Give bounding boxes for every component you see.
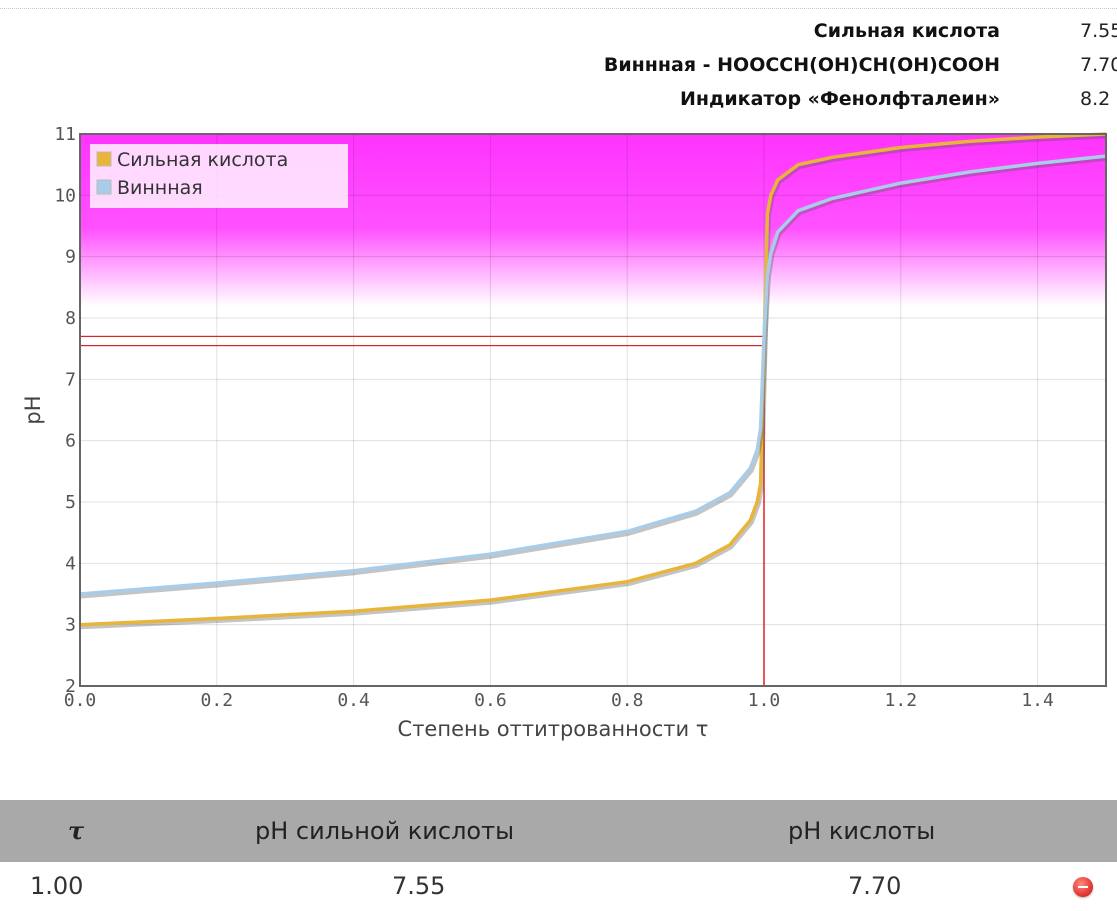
info-label: Индикатор «Фенолфталеин» [680, 88, 1000, 110]
info-label: Сильная кислота [813, 20, 1000, 42]
x-tick-label: 0.6 [474, 690, 507, 711]
column-header-acid-ph: pH кислоты [788, 817, 936, 845]
y-tick-label: 7 [65, 369, 76, 390]
info-row-tartaric-acid: Виннная - HOOCCH(OH)CH(OH)COOH 7.70 [200, 50, 1117, 80]
x-tick-label: 0.0 [64, 690, 97, 711]
titration-chart: 0.0 0.2 0.4 0.6 0.8 1.0 1.2 1.4 2 3 4 5 6 7 8 9 10 11 Степ… [21, 124, 1108, 741]
y-tick-label: 2 [65, 676, 76, 697]
info-value: 7.55 [1080, 20, 1117, 42]
x-tick-label: 1.2 [885, 690, 918, 711]
y-tick-label: 11 [54, 124, 76, 145]
legend-swatch [96, 179, 112, 195]
x-axis-label: Степень оттитрованности τ [398, 717, 709, 741]
y-tick-label: 8 [65, 308, 76, 329]
y-tick-label: 5 [65, 492, 76, 513]
plot-frame [79, 133, 1107, 687]
table-row: 1.00 7.55 7.70 [0, 862, 1117, 911]
y-tick-label: 6 [65, 431, 76, 452]
legend-background [90, 144, 348, 208]
x-tick-label: 0.8 [611, 690, 644, 711]
series-line-1 [79, 154, 1107, 596]
x-tick-label: 1.0 [748, 690, 781, 711]
y-tick-label: 10 [54, 185, 76, 206]
remove-row-icon[interactable] [1073, 877, 1093, 897]
y-tick-label: 4 [65, 553, 76, 574]
x-tick-label: 0.2 [201, 690, 234, 711]
x-tick-label: 1.4 [1021, 690, 1054, 711]
table-header: τ pH сильной кислоты pH кислоты [0, 800, 1117, 862]
y-axis-label: pH [21, 395, 45, 424]
legend-swatch [96, 151, 112, 167]
top-divider [0, 8, 1117, 9]
info-row-strong-acid: Сильная кислота 7.55 [200, 16, 1117, 46]
column-header-tau: τ [68, 816, 85, 845]
x-tick-label: 0.4 [337, 690, 370, 711]
y-tick-label: 3 [65, 615, 76, 636]
cell-tau: 1.00 [30, 872, 84, 900]
column-header-strong-ph: pH сильной кислоты [255, 817, 515, 845]
legend: Сильная кислота Виннная [90, 144, 348, 208]
legend-label: Виннная [117, 177, 203, 199]
cell-strong-ph: 7.55 [392, 872, 446, 900]
info-row-indicator: Индикатор «Фенолфталеин» 8.2 – 10 [200, 84, 1117, 114]
info-label: Виннная - HOOCCH(OH)CH(OH)COOH [603, 54, 1000, 76]
cell-acid-ph: 7.70 [848, 872, 902, 900]
y-tick-label: 9 [65, 247, 76, 268]
info-value: 7.70 [1080, 54, 1117, 76]
legend-label: Сильная кислота [117, 149, 288, 171]
info-value: 8.2 – 10 [1080, 88, 1117, 110]
